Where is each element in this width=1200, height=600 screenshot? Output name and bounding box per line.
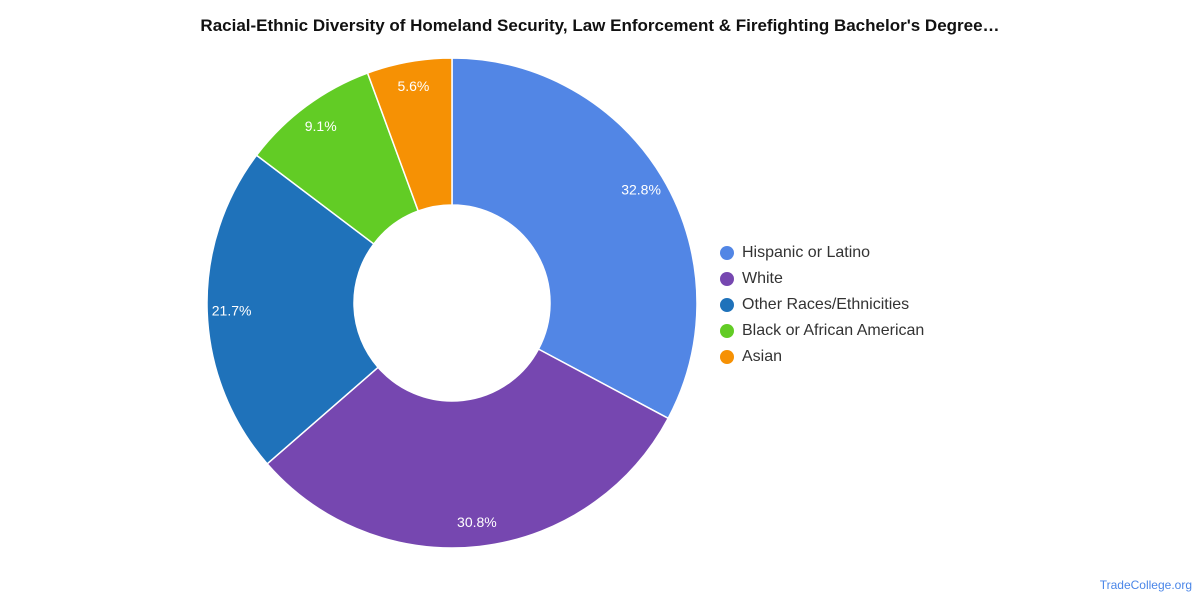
legend-label: Asian — [742, 348, 783, 365]
slice-value-label: 32.8% — [621, 182, 661, 198]
slice-other-races-ethnicities[interactable] — [206, 154, 380, 465]
legend-swatch-icon — [720, 246, 734, 260]
legend-label: Hispanic or Latino — [742, 244, 871, 261]
slice-value-label: 30.8% — [457, 514, 497, 530]
source-link[interactable]: TradeCollege.org — [1099, 578, 1192, 592]
chart-title: Racial-Ethnic Diversity of Homeland Secu… — [200, 16, 1000, 35]
legend-swatch-icon — [720, 350, 734, 364]
legend-item[interactable]: Other Races/Ethnicities — [720, 292, 924, 318]
legend-swatch-icon — [720, 272, 734, 286]
legend-swatch-icon — [720, 298, 734, 312]
legend-swatch-icon — [720, 324, 734, 338]
slice-hispanic-or-latino[interactable] — [451, 57, 698, 420]
slice-asian[interactable] — [366, 57, 453, 212]
slice-value-label: 21.7% — [212, 303, 252, 319]
legend-item[interactable]: Asian — [720, 344, 924, 370]
slice-value-label: 5.6% — [397, 78, 429, 94]
legend-item[interactable]: Hispanic or Latino — [720, 240, 924, 266]
slice-white[interactable] — [266, 348, 670, 549]
legend-label: Black or African American — [742, 322, 925, 339]
slice-value-label: 9.1% — [305, 118, 337, 134]
chart-legend: Hispanic or Latino White Other Races/Ethni… — [720, 240, 924, 370]
legend-label: Other Races/Ethnicities — [742, 296, 910, 313]
legend-item[interactable]: Black or African American — [720, 318, 924, 344]
legend-label: White — [742, 270, 783, 287]
legend-item[interactable]: White — [720, 266, 924, 292]
